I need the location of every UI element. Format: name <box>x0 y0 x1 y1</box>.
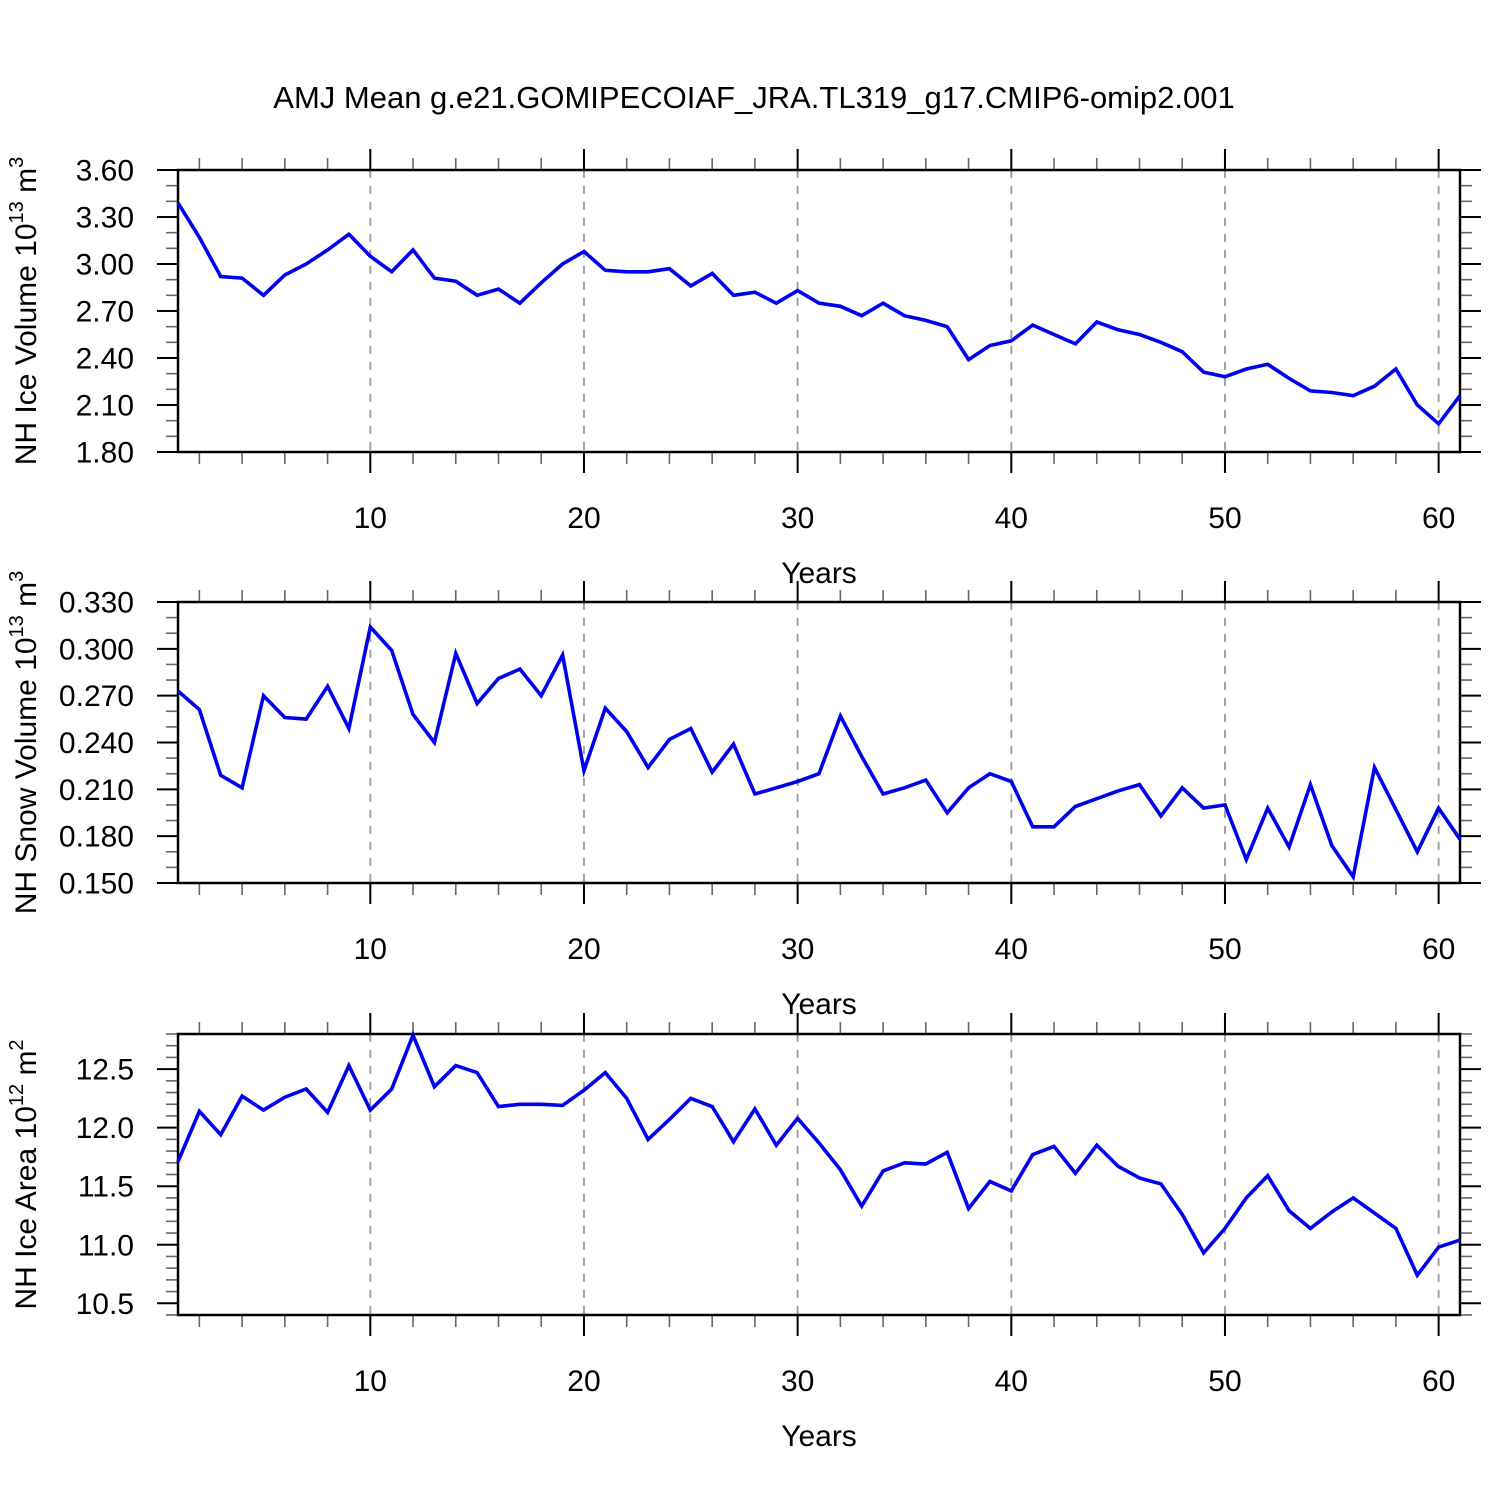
x-tick-label: 60 <box>1422 1365 1455 1398</box>
y-tick-label: 2.40 <box>76 343 134 376</box>
panel-1: 10 20 30 40 50 60 1.80 2.10 2.40 2.70 3.00 3.30 3.60… <box>6 149 1481 590</box>
y-axis-title: NH Snow Volume 1013 m3 <box>6 571 43 915</box>
x-tick-label: 60 <box>1422 933 1455 966</box>
y-tick-label: 12.5 <box>76 1054 134 1087</box>
x-tick-label: 30 <box>781 933 814 966</box>
y-tick-label: 0.210 <box>59 774 134 807</box>
x-tick-label: 40 <box>995 933 1028 966</box>
y-tick-label: 1.80 <box>76 437 134 470</box>
x-axis-title: Years <box>781 1420 857 1453</box>
y-tick-label: 0.330 <box>59 587 134 620</box>
y-tick-label: 3.00 <box>76 249 134 282</box>
x-axis-title: Years <box>781 988 857 1021</box>
x-tick-label: 50 <box>1208 933 1241 966</box>
x-tick-label: 30 <box>781 502 814 535</box>
data-line <box>176 623 1462 882</box>
panel-3: 10 20 30 40 50 60 10.5 11.0 11.5 12.0 12.5 Years NH … <box>6 1013 1481 1453</box>
y-tick-label: 0.240 <box>59 727 134 760</box>
x-tick-label: 40 <box>995 502 1028 535</box>
data-line <box>176 1030 1461 1279</box>
y-tick-label: 0.300 <box>59 633 134 666</box>
chart-title: AMJ Mean g.e21.GOMIPECOIAF_JRA.TL319_g17… <box>273 80 1235 115</box>
y-tick-label: 11.0 <box>78 1229 134 1262</box>
x-tick-label: 60 <box>1422 502 1455 535</box>
data-line <box>176 201 1462 427</box>
y-tick-label: 2.70 <box>76 296 134 329</box>
y-tick-label: 0.270 <box>59 680 134 713</box>
x-tick-label: 40 <box>995 1365 1028 1398</box>
x-tick-label: 50 <box>1208 1365 1241 1398</box>
x-tick-label: 20 <box>567 502 600 535</box>
x-tick-label: 30 <box>781 1365 814 1398</box>
y-tick-label: 10.5 <box>76 1288 134 1321</box>
x-tick-label: 10 <box>354 1365 387 1398</box>
plot-frame <box>176 168 1462 454</box>
x-tick-label: 20 <box>567 933 600 966</box>
y-tick-label: 3.30 <box>76 202 134 235</box>
y-tick-label: 12.0 <box>76 1112 134 1145</box>
plot-frame <box>176 1032 1462 1317</box>
plot-frame <box>176 600 1462 885</box>
y-tick-label: 0.150 <box>59 868 134 901</box>
panel-2: 10 20 30 40 50 60 0.150 0.180 0.210 0.240 0.270 0.3… <box>6 571 1481 1021</box>
y-tick-label: 3.60 <box>76 155 134 188</box>
y-tick-label: 11.5 <box>78 1171 134 1204</box>
y-tick-label: 2.10 <box>76 390 134 423</box>
y-tick-label: 0.180 <box>59 821 134 854</box>
x-tick-label: 10 <box>354 502 387 535</box>
x-tick-label: 20 <box>567 1365 600 1398</box>
x-tick-label: 50 <box>1208 502 1241 535</box>
y-axis-title: NH Ice Area 1012 m2 <box>6 1039 43 1309</box>
x-tick-label: 10 <box>354 933 387 966</box>
x-axis-title: Years <box>781 557 857 590</box>
y-axis-title: NH Ice Volume 1013 m3 <box>6 157 43 466</box>
